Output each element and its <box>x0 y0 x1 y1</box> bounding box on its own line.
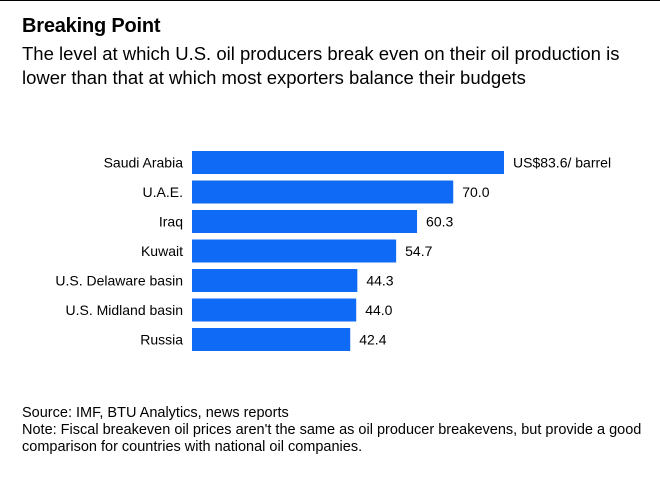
value-label-kuwait: 54.7 <box>405 243 432 259</box>
chart-title: Breaking Point <box>22 15 161 37</box>
fiscal-note: Note: Fiscal breakeven oil prices aren't… <box>22 422 642 455</box>
bar-u-a-e <box>192 180 454 204</box>
category-label-kuwait: Kuwait <box>141 243 183 259</box>
value-label-saudi-arabia: US$83.6/ barrel <box>513 155 611 171</box>
value-label-iraq: 60.3 <box>426 214 453 230</box>
top-rule <box>0 0 660 1</box>
value-label-u-s-midland-basin: 44.0 <box>365 302 392 318</box>
bar-chart: Saudi Arabia US$83.6/ barrel U.A.E. 70.0 Ira… <box>55 151 611 351</box>
chart-subtitle: The level at which U.S. oil producers br… <box>22 43 620 88</box>
category-label-u-a-e: U.A.E. <box>143 184 183 200</box>
bar-iraq <box>192 210 418 233</box>
chart-footer: Source: IMF, BTU Analytics, news reports… <box>22 405 647 456</box>
category-label-russia: Russia <box>140 332 183 348</box>
source-note: Source: IMF, BTU Analytics, news reports <box>22 405 289 421</box>
category-label-u-s-midland-basin: U.S. Midland basin <box>65 302 183 318</box>
category-label-iraq: Iraq <box>159 214 183 230</box>
bar-saudi-arabia <box>192 151 504 174</box>
bar-u-s-delaware-basin <box>192 269 358 292</box>
bar-russia <box>192 328 351 351</box>
value-label-u-a-e: 70.0 <box>462 184 489 200</box>
value-label-u-s-delaware-basin: 44.3 <box>366 273 393 289</box>
bar-u-s-midland-basin <box>192 298 357 322</box>
category-label-u-s-delaware-basin: U.S. Delaware basin <box>55 273 183 289</box>
value-label-russia: 42.4 <box>359 332 386 348</box>
bar-kuwait <box>192 239 397 263</box>
category-label-saudi-arabia: Saudi Arabia <box>104 155 184 171</box>
